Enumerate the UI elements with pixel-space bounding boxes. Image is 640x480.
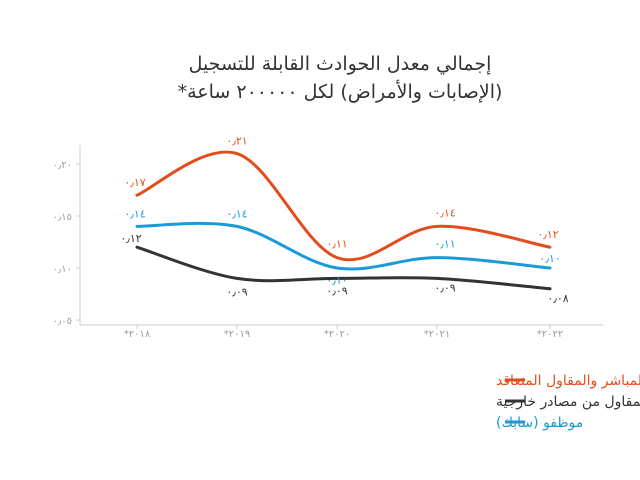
data-label: ٠٫٠٩ [226,285,247,298]
data-label: ٠٫١٠ [539,252,560,265]
x-tick-label: *٢٠١٨ [124,329,151,340]
series-outsourced-line [135,245,552,291]
chart-title-line-2: (الإصابات والأمراض) لكل ٢٠٠٠٠٠ ساعة* [178,80,503,103]
series-lines [135,150,552,291]
legend-item-sabic-label: موظفو (سابك) [496,415,583,431]
data-labels: ٠٫١٧ ٠٫٢١ ٠٫١١ ٠٫١٤ ٠٫١٢ ٠٫١٢ ٠٫٠٩ ٠٫٠٩ ٠٫٠٩ ٠٫٠٨… [120,135,568,305]
data-label: ٠٫١٧ [124,176,145,189]
x-tick-label: *٢٠٢٠ [324,329,350,340]
series-direct-and-contracted-line [135,150,552,262]
chart-title-line-1: إجمالي معدل الحوادث القابلة للتسجيل [189,53,492,76]
axis-ticks: ٠٫٢٠ ٠٫١٥ ٠٫١٠ ٠٫٠٥ *٢٠١٨ *٢٠١٩ *٢٠٢٠ *٢٠٢١ *٢٠٢… [53,160,564,340]
y-tick-label: ٠٫١٠ [53,264,72,275]
data-label: ٠٫١١ [434,238,455,251]
data-label: ٠٫١٤ [124,207,145,220]
legend: التوظيف المباشر والمقاول المتعاقد موظفو ا… [496,373,640,431]
data-label: ٠٫١٤ [226,207,247,220]
y-tick-label: ٠٫٠٥ [53,316,72,327]
data-label: ٠٫١٤ [434,206,455,219]
x-tick-label: *٢٠٢١ [424,329,450,340]
data-label: ٠٫٠٨ [547,292,568,305]
data-label: ٠٫٠٩ [326,284,347,297]
data-label: ٠٫١١ [326,238,347,251]
legend-item-outsourced-label: موظفو المقاول من مصادر خارجية [496,394,640,410]
data-label: ٠٫١٢ [120,232,141,245]
y-tick-label: ٠٫١٥ [53,212,72,223]
x-tick-label: *٢٠١٩ [224,329,250,340]
data-label: ٠٫٢١ [226,135,247,148]
x-tick-label: *٢٠٢٢ [537,329,563,340]
legend-item-direct-and-contracted-label: التوظيف المباشر والمقاول المتعاقد [496,373,640,389]
data-label: ٠٫١٠ [326,274,347,287]
series-sabic-line [135,221,552,271]
data-label: ٠٫١٢ [537,228,558,241]
y-tick-label: ٠٫٢٠ [53,160,72,171]
data-label: ٠٫٠٩ [434,281,455,294]
